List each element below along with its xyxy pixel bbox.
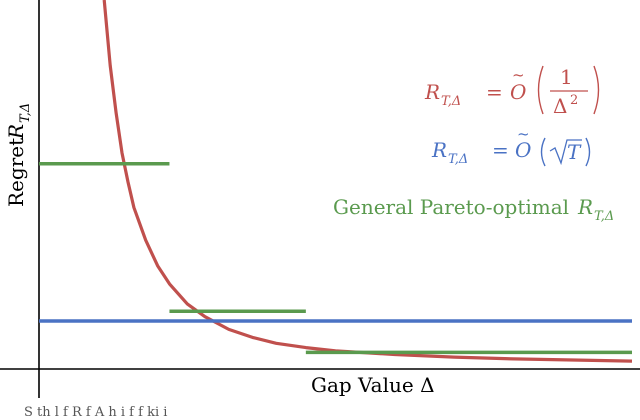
legend-entry-pareto: General Pareto-optimal R T,Δ — [333, 195, 614, 224]
legend-green-R: R — [577, 195, 593, 219]
legend-entry-sqrt-t: R T,Δ = O ~ T — [431, 125, 591, 167]
y-axis-label-R: R — [4, 124, 28, 140]
legend-green-sub: T,Δ — [594, 209, 614, 224]
legend-green-text: General Pareto-optimal — [333, 195, 569, 219]
legend-red-den: Δ — [553, 94, 567, 118]
y-axis-label-sub: T,Δ — [18, 103, 33, 123]
caption-fragment: S th l f R f A h i f f ki i — [24, 405, 167, 420]
legend-blue-rparen — [585, 137, 591, 167]
legend-blue-R: R — [431, 138, 447, 162]
series-curve-inverse-gap-squared — [102, 0, 633, 363]
x-axis-label: Gap Value Δ — [311, 373, 435, 397]
y-axis-label: Regret R T,Δ — [4, 103, 33, 207]
legend-red-eq: = — [486, 80, 503, 104]
legend-blue-sqrt — [549, 139, 582, 166]
legend-red-num: 1 — [560, 65, 573, 89]
legend-red-lparen — [537, 65, 544, 115]
legend-red-tilde: ~ — [512, 66, 525, 84]
legend-blue-O: O — [515, 138, 531, 162]
y-axis-label-text: Regret — [4, 138, 28, 207]
legend-red-rparen — [593, 65, 600, 115]
legend-red-sub: T,Δ — [441, 94, 461, 109]
series-layer — [39, 0, 633, 363]
legend-blue-T: T — [567, 140, 582, 164]
legend-blue-sub: T,Δ — [448, 152, 468, 167]
legend-entry-inverse-gap-squared: R T,Δ = O ~ 1 Δ 2 — [424, 65, 600, 118]
legend-red-den-exp: 2 — [570, 93, 578, 108]
legend-blue-tilde: ~ — [517, 125, 530, 143]
legend-blue-lparen — [540, 137, 546, 167]
legend-blue-eq: = — [492, 138, 509, 162]
legend-red-O: O — [510, 80, 526, 104]
legend-red-R: R — [424, 80, 440, 104]
